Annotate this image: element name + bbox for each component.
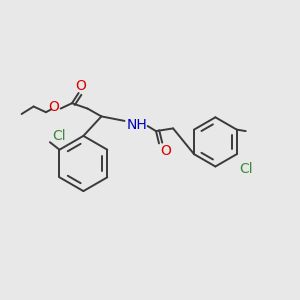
Text: O: O bbox=[160, 144, 171, 158]
Text: Cl: Cl bbox=[239, 162, 253, 176]
Text: Cl: Cl bbox=[52, 129, 66, 142]
Text: O: O bbox=[75, 80, 86, 93]
Text: NH: NH bbox=[126, 118, 147, 132]
Text: O: O bbox=[48, 100, 59, 114]
